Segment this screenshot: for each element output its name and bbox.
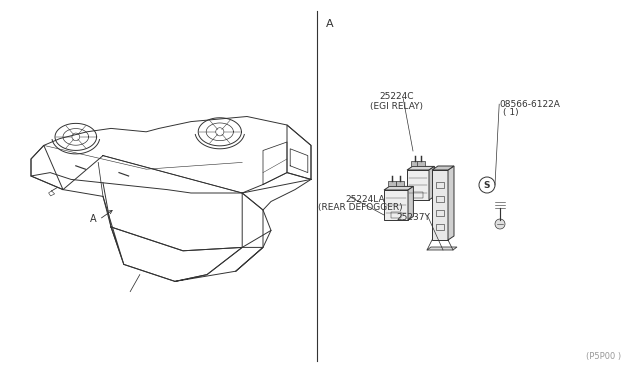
Text: 08566-6122A: 08566-6122A [499, 100, 560, 109]
Text: (REAR DEFOGGER): (REAR DEFOGGER) [318, 203, 403, 212]
Polygon shape [396, 182, 404, 186]
Polygon shape [432, 170, 448, 240]
Polygon shape [384, 190, 408, 220]
Polygon shape [411, 161, 419, 166]
Polygon shape [407, 166, 435, 170]
Text: (EGI RELAY): (EGI RELAY) [371, 102, 423, 110]
Polygon shape [388, 182, 396, 186]
Polygon shape [432, 166, 454, 170]
Text: ( 1): ( 1) [503, 108, 518, 117]
Polygon shape [448, 166, 454, 240]
Text: 25224LA: 25224LA [345, 195, 385, 203]
Circle shape [216, 128, 224, 136]
Circle shape [495, 219, 505, 229]
Text: (P5P00 ): (P5P00 ) [586, 352, 621, 361]
Text: 25224C: 25224C [380, 92, 414, 101]
Text: A: A [326, 19, 334, 29]
Polygon shape [407, 170, 429, 200]
Polygon shape [384, 186, 413, 190]
Polygon shape [417, 161, 426, 166]
Polygon shape [427, 247, 457, 250]
Text: A: A [90, 215, 96, 224]
Polygon shape [408, 186, 413, 220]
Text: 25237Y: 25237Y [396, 213, 429, 222]
Polygon shape [429, 166, 435, 200]
Text: S: S [484, 180, 490, 189]
Circle shape [72, 133, 79, 141]
